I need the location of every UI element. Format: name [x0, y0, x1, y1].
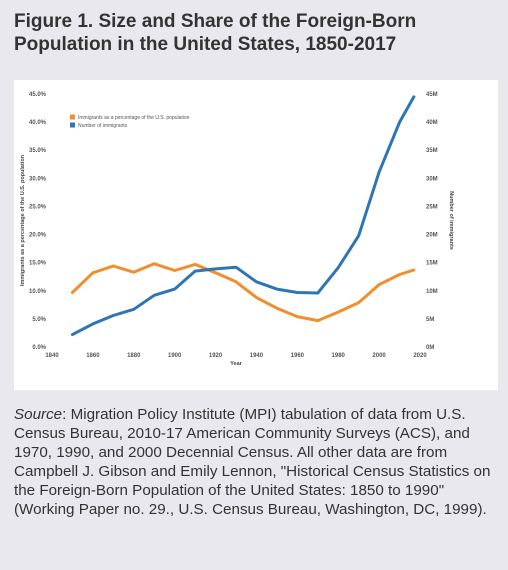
data-point — [276, 288, 278, 290]
chart-panel: 0.0% 5.0% 10.0% 15.0% 20.0% 25.0% 30.0% 35.0% 40… — [14, 80, 498, 390]
data-point — [112, 314, 115, 317]
x-tick-label: 1960 — [291, 353, 305, 359]
data-point — [235, 280, 237, 283]
data-point — [276, 307, 278, 310]
right-tick-label: 20M — [426, 233, 438, 239]
right-tick-label: 5M — [426, 317, 434, 323]
left-tick-label: 10.0% — [29, 289, 47, 295]
left-axis-title: Immigrants as a percentage of the U.S. p… — [20, 154, 26, 286]
series-line-number — [70, 95, 416, 337]
data-point — [71, 333, 74, 336]
data-point — [398, 121, 401, 123]
right-tick-label: 10M — [426, 289, 438, 295]
x-tick-label: 1920 — [209, 353, 223, 359]
x-tick-label: 2000 — [372, 353, 386, 359]
data-point — [378, 283, 380, 286]
data-point — [92, 271, 94, 274]
x-axis-title: Year — [230, 361, 242, 367]
data-point — [255, 280, 258, 283]
data-point — [296, 291, 299, 294]
data-point — [398, 273, 401, 276]
legend: Immigrants as a percentage of the U.S. p… — [70, 114, 190, 129]
source-label: Source — [14, 406, 63, 423]
left-tick-label: 40.0% — [29, 120, 47, 126]
x-tick-label: 1900 — [168, 353, 182, 359]
data-point — [132, 271, 135, 274]
data-point — [173, 269, 176, 272]
right-tick-label: 45M — [426, 92, 438, 98]
left-tick-label: 25.0% — [29, 204, 47, 210]
left-tick-label: 20.0% — [29, 233, 47, 239]
right-axis-title: Number of immigrants — [448, 191, 454, 250]
right-tick-label: 25M — [426, 204, 438, 210]
x-tick-label: 1880 — [127, 353, 141, 359]
legend-swatch — [70, 122, 75, 128]
data-point — [413, 269, 415, 271]
data-point — [214, 271, 217, 274]
data-point — [296, 315, 299, 318]
source-text: : Migration Policy Institute (MPI) tabul… — [14, 406, 491, 518]
data-point — [194, 263, 196, 266]
data-point — [316, 292, 319, 294]
chart: 0.0% 5.0% 10.0% 15.0% 20.0% 25.0% 30.0% 35.0% 40… — [20, 92, 454, 367]
data-point — [214, 268, 217, 270]
data-point — [194, 270, 196, 272]
x-tick-label: 1860 — [86, 353, 100, 359]
right-tick-label: 30M — [426, 176, 438, 182]
legend-label: Number of immigrants — [78, 123, 128, 129]
data-point — [112, 265, 115, 267]
x-tick-label: 1980 — [332, 353, 346, 359]
axes-layer: 0.0% 5.0% 10.0% 15.0% 20.0% 25.0% 30.0% 35.0% 40… — [20, 92, 454, 367]
x-tick-label: 2020 — [413, 353, 427, 359]
x-tick-label: 1940 — [250, 353, 264, 359]
data-point — [413, 96, 415, 98]
data-point — [92, 323, 94, 325]
data-point — [173, 288, 176, 290]
figure-title: Figure 1. Size and Share of the Foreign-… — [14, 11, 417, 55]
left-tick-label: 0.0% — [32, 345, 46, 351]
right-tick-label: 35M — [426, 148, 438, 154]
data-point — [337, 311, 340, 313]
left-tick-label: 30.0% — [29, 176, 47, 182]
right-tick-label: 15M — [426, 261, 438, 267]
data-point — [357, 301, 360, 304]
data-point — [255, 296, 258, 299]
source-note: Source: Migration Policy Institute (MPI)… — [14, 405, 500, 519]
series-line-percentage — [70, 262, 416, 323]
left-tick-label: 35.0% — [29, 148, 47, 154]
left-tick-label: 5.0% — [32, 317, 46, 323]
data-point — [316, 319, 319, 322]
left-tick-label: 15.0% — [29, 261, 47, 267]
legend-swatch — [70, 114, 75, 120]
data-point — [357, 234, 360, 237]
data-point — [153, 294, 156, 297]
data-point — [235, 266, 237, 268]
series-layer — [70, 95, 416, 337]
right-tick-label: 0M — [426, 345, 434, 351]
legend-label: Immigrants as a percentage of the U.S. p… — [78, 115, 190, 121]
data-point — [153, 262, 156, 265]
data-point — [337, 266, 340, 269]
data-point — [132, 308, 135, 311]
data-point — [71, 291, 74, 294]
x-tick-label: 1840 — [45, 353, 59, 359]
right-tick-label: 40M — [426, 120, 438, 126]
data-point — [378, 171, 380, 173]
left-tick-label: 45.0% — [29, 92, 47, 98]
